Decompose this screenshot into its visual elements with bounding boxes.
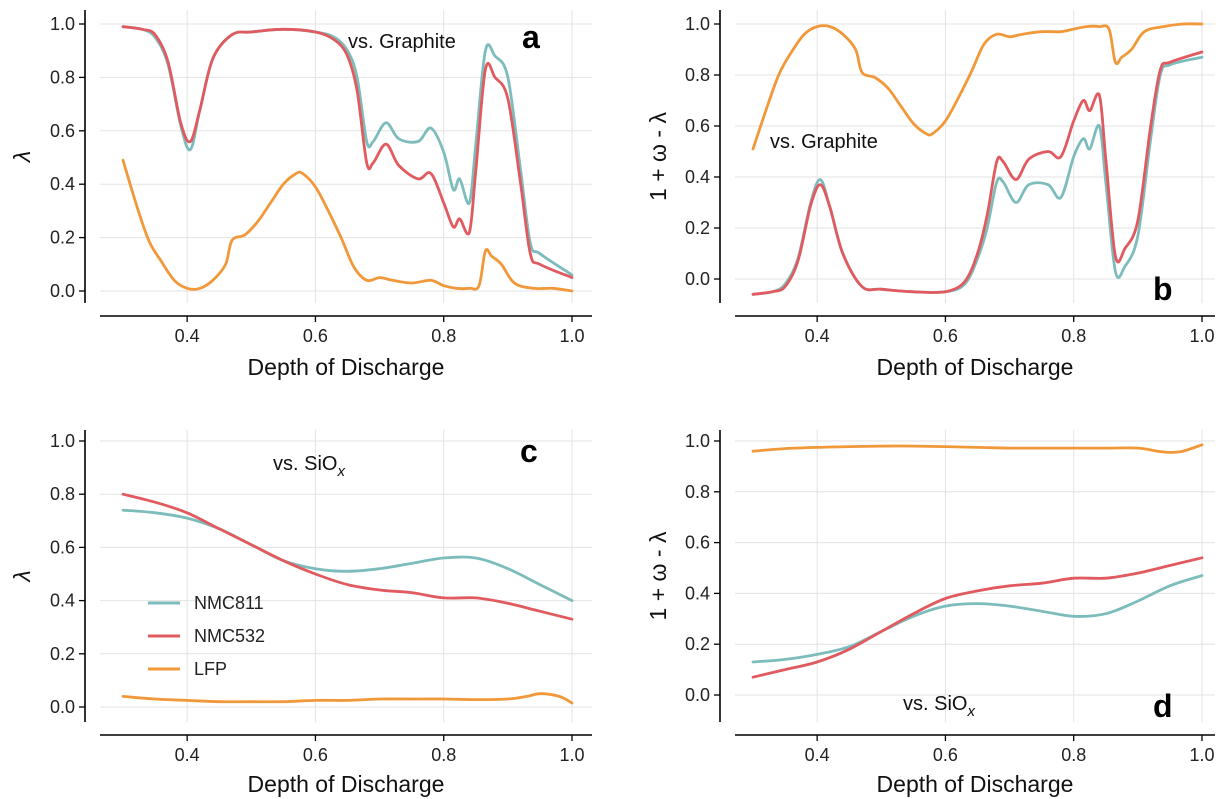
y-tick-label: 0.8 (50, 67, 75, 87)
y-tick-label: 0.8 (685, 65, 710, 85)
x-tick-label: 0.6 (303, 745, 328, 765)
x-tick-label: 0.4 (805, 326, 830, 346)
panel-letter: b (1153, 271, 1173, 307)
y-tick-label: 0.2 (50, 644, 75, 664)
x-tick-label: 0.6 (933, 326, 958, 346)
series-group (751, 22, 1204, 296)
annotation-text: vs. SiO (903, 693, 967, 715)
x-tick-label: 0.6 (933, 745, 958, 765)
x-tick-label: 0.8 (1061, 326, 1086, 346)
y-tick-label: 1.0 (50, 14, 75, 34)
panel-b: 0.4 0.6 0.8 1.0 0.0 0.2 0.4 0.6 0.8 1.0 Depth of D… (645, 10, 1215, 380)
y-tick-label: 0.8 (50, 484, 75, 504)
y-tick-label: 0.2 (685, 218, 710, 238)
series-line-lfp (751, 443, 1204, 454)
legend: NMC811 NMC532 LFP (148, 593, 265, 679)
annotation-subscript: x (336, 463, 345, 480)
x-tick-label: 0.8 (431, 326, 456, 346)
series-line-nmc811 (751, 574, 1204, 664)
series-group (751, 443, 1204, 679)
annotation-subscript: x (966, 703, 975, 720)
y-tick-label: 0.4 (50, 174, 75, 194)
legend-label-nmc532: NMC532 (194, 626, 265, 646)
y-tick-label: 0.0 (50, 697, 75, 717)
annotation-label: vs. Graphite (770, 131, 878, 153)
x-tick-label: 0.6 (303, 326, 328, 346)
series-group (121, 25, 574, 293)
annotation-text: vs. Graphite (348, 31, 456, 53)
series-line-lfp (751, 22, 1204, 151)
y-tick-label: 0.6 (50, 121, 75, 141)
x-tick-label: 0.4 (175, 326, 200, 346)
series-line-nmc532 (121, 25, 574, 279)
y-tick-label: 0.0 (50, 281, 75, 301)
y-tick-label: 1.0 (685, 431, 710, 451)
y-tick-label: 0.0 (685, 685, 710, 705)
panel-letter: d (1153, 688, 1173, 724)
gridlines (735, 10, 1215, 303)
x-axis-title: Depth of Discharge (877, 771, 1074, 797)
y-tick-label: 0.6 (685, 116, 710, 136)
series-line-nmc811 (121, 25, 574, 277)
series-line-lfp (121, 692, 574, 705)
x-tick-label: 0.8 (431, 745, 456, 765)
y-axis-title: λ (9, 570, 35, 583)
series-line-nmc811 (121, 508, 574, 602)
y-tick-label: 1.0 (50, 431, 75, 451)
x-tick-label: 1.0 (1189, 745, 1214, 765)
gridlines (735, 430, 1215, 722)
y-tick-label: 1.0 (685, 14, 710, 34)
panel-d: 0.4 0.6 0.8 1.0 0.0 0.2 0.4 0.6 0.8 1.0 Depth of D… (645, 430, 1215, 797)
annotation-text: vs. SiO (273, 453, 337, 475)
panel-letter: a (522, 19, 540, 55)
y-axis-title: 1 + ω - λ (645, 531, 671, 620)
annotation-text: vs. Graphite (770, 131, 878, 153)
annotation-label: vs. SiOx (903, 693, 975, 720)
y-axis-title: λ (9, 151, 35, 164)
y-tick-label: 0.4 (685, 167, 710, 187)
x-tick-label: 1.0 (559, 326, 584, 346)
x-tick-label: 0.8 (1061, 745, 1086, 765)
series-line-nmc811 (751, 55, 1204, 296)
annotation-label: vs. SiOx (273, 453, 345, 480)
x-tick-label: 0.4 (805, 745, 830, 765)
panel-c: 0.4 0.6 0.8 1.0 0.0 0.2 0.4 0.6 0.8 1.0 Depth of D… (9, 430, 592, 797)
y-axis-title: 1 + ω - λ (645, 112, 671, 201)
y-tick-label: 0.6 (50, 537, 75, 557)
series-line-nmc532 (751, 50, 1204, 296)
y-tick-label: 0.6 (685, 533, 710, 553)
gridlines (100, 430, 592, 722)
gridlines (100, 10, 592, 303)
series-line-nmc532 (121, 492, 574, 621)
series-line-lfp (121, 158, 574, 293)
legend-label-nmc811: NMC811 (194, 593, 264, 613)
y-tick-label: 0.4 (685, 583, 710, 603)
x-axis-title: Depth of Discharge (248, 771, 445, 797)
y-tick-label: 0.4 (50, 591, 75, 611)
series-group (121, 492, 574, 705)
series-line-nmc532 (751, 556, 1204, 679)
panel-a: 0.4 0.6 0.8 1.0 0.0 0.2 0.4 0.6 0.8 1.0 Depth of D… (9, 10, 592, 380)
x-tick-label: 0.4 (175, 745, 200, 765)
x-axis-title: Depth of Discharge (877, 354, 1074, 380)
annotation-label: vs. Graphite (348, 31, 456, 53)
y-tick-label: 0.2 (685, 634, 710, 654)
x-tick-label: 1.0 (1189, 326, 1214, 346)
x-tick-label: 1.0 (559, 745, 584, 765)
y-tick-label: 0.2 (50, 228, 75, 248)
x-axis-title: Depth of Discharge (248, 354, 445, 380)
y-tick-label: 0.8 (685, 482, 710, 502)
panel-letter: c (520, 433, 538, 469)
legend-label-lfp: LFP (194, 659, 227, 679)
y-tick-label: 0.0 (685, 269, 710, 289)
